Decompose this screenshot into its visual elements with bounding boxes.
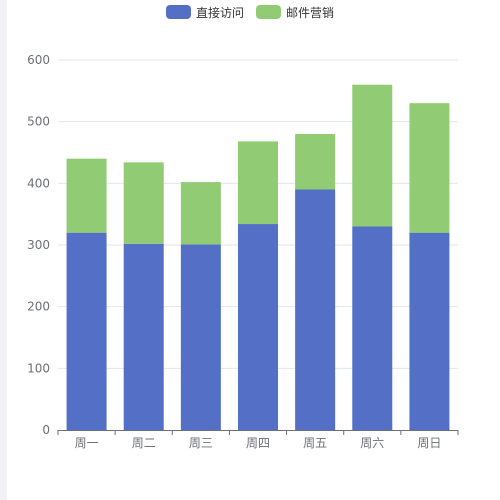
y-tick-label: 500 (27, 115, 50, 129)
y-tick-label: 200 (27, 300, 50, 314)
bar-direct[interactable] (123, 243, 164, 430)
bar-email[interactable] (352, 84, 393, 227)
x-tick-label: 周六 (360, 436, 384, 450)
x-tick-label: 周四 (246, 436, 270, 450)
bar-email[interactable] (409, 103, 450, 233)
y-tick-label: 600 (27, 53, 50, 67)
legend-item-direct[interactable]: 直接访问 (165, 4, 244, 21)
bar-email[interactable] (123, 162, 164, 244)
legend-item-email[interactable]: 邮件营销 (256, 4, 334, 21)
y-tick-label: 0 (42, 423, 50, 437)
bar-direct[interactable] (295, 189, 336, 431)
x-tick-label: 周二 (132, 436, 156, 450)
bar-direct[interactable] (409, 232, 450, 430)
y-tick-label: 100 (27, 361, 50, 375)
chart-legend: 直接访问 邮件营销 (0, 4, 500, 20)
left-edge-strip (0, 0, 7, 500)
x-tick-label: 周三 (189, 436, 213, 450)
bar-direct[interactable] (238, 224, 278, 430)
y-tick-label: 400 (27, 176, 50, 190)
bar-email[interactable] (238, 141, 278, 225)
x-tick-label: 周日 (417, 436, 441, 450)
x-tick-label: 周五 (303, 436, 327, 450)
legend-label-direct: 直接访问 (195, 5, 244, 20)
x-tick-label: 周一 (75, 436, 99, 450)
bar-email[interactable] (180, 182, 221, 245)
bar-direct[interactable] (352, 226, 393, 431)
legend-swatch-email (256, 5, 281, 19)
bar-direct[interactable] (66, 232, 107, 430)
y-tick-label: 300 (27, 238, 50, 252)
bar-email[interactable] (295, 134, 336, 190)
bar-direct[interactable] (180, 244, 221, 430)
legend-swatch-direct (165, 5, 191, 19)
bar-email[interactable] (66, 158, 107, 233)
legend-label-email: 邮件营销 (286, 5, 335, 20)
